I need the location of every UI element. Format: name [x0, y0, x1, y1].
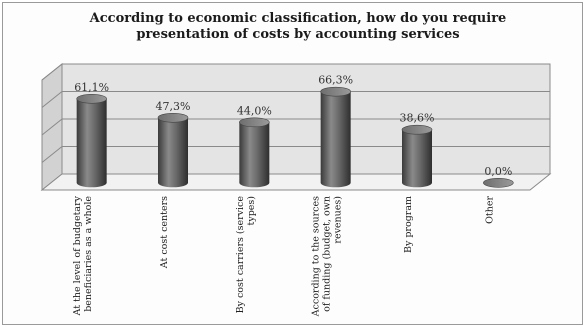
bar-body: [158, 117, 188, 188]
gridline-side: [41, 63, 63, 81]
bar-body: [320, 91, 351, 188]
data-label: 38,6%: [400, 112, 435, 125]
tick-label: At the level of budgetarybeneficiaries a…: [72, 195, 94, 316]
chart-bars: [76, 86, 514, 188]
chart-title: According to economic classification, ho…: [89, 11, 507, 42]
data-label: 47,3%: [156, 100, 191, 113]
tick-label: At cost centers: [159, 196, 170, 269]
data-label: 66,3%: [318, 74, 353, 87]
tick-label: By program: [403, 196, 414, 253]
bar: [157, 112, 189, 188]
bar-top: [320, 86, 351, 97]
bar: [483, 178, 514, 188]
tick-label: By cost carriers (servicetypes): [235, 196, 257, 314]
bar-top: [483, 178, 514, 188]
bar-body: [239, 122, 270, 188]
gridline-side: [41, 91, 63, 108]
bar-top: [76, 93, 107, 104]
bar-top: [157, 112, 189, 123]
chart-labels: 61,1% At the level of budgetarybeneficiar…: [72, 74, 512, 318]
gridline-side: [41, 118, 63, 136]
bar: [320, 86, 351, 188]
gridline-side: [41, 146, 63, 163]
floor: [40, 173, 552, 191]
bar-body: [402, 129, 432, 188]
bar-top: [401, 124, 433, 135]
chart-walls: [40, 62, 552, 192]
bar: [239, 117, 270, 188]
data-label: 44,0%: [237, 104, 272, 117]
bar-top: [239, 117, 270, 128]
data-label: 0,0%: [484, 165, 512, 178]
tick-label: Other: [484, 196, 495, 224]
tick-label: According to the sourcesof funding (budg…: [311, 196, 344, 317]
bar-body: [76, 98, 107, 188]
bar: [401, 124, 433, 188]
bar: [76, 93, 107, 188]
data-label: 61,1%: [74, 81, 109, 94]
